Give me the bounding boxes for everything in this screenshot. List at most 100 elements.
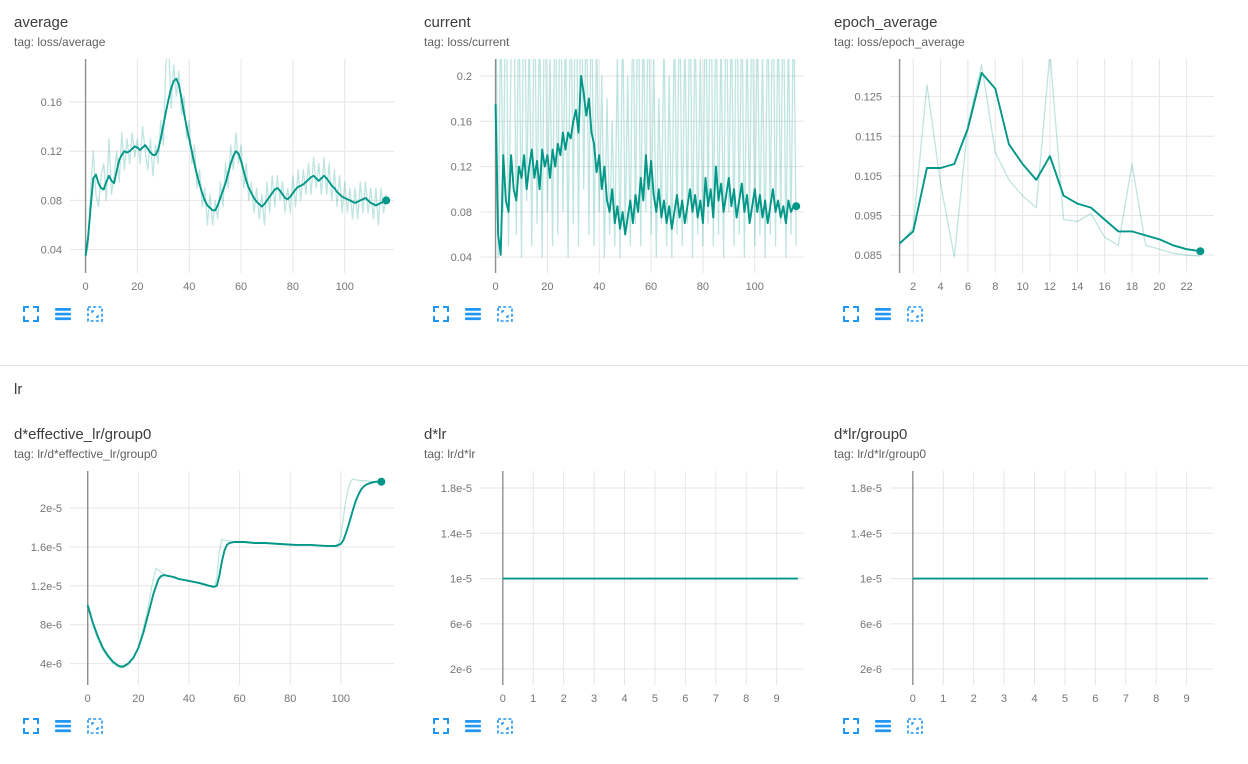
svg-text:16: 16: [1099, 281, 1111, 293]
expand-card-button[interactable]: [840, 303, 862, 325]
fit-domain-button[interactable]: [904, 303, 926, 325]
chart-canvas[interactable]: 2e-6 6e-6 1e-5 1.4e-5 1.8e-5 0 1 2 3 4 5 6 7 8 9: [424, 465, 816, 709]
chart-canvas[interactable]: 0.085 0.095 0.105 0.115 0.125 2 4 6 8 10 12 14 16 18 2…: [834, 53, 1226, 297]
lines-icon: [875, 720, 891, 733]
cards-row: d*effective_lr/group0 tag: lr/d*effective…: [0, 412, 1248, 741]
svg-text:0: 0: [492, 281, 498, 293]
svg-text:0: 0: [910, 693, 916, 705]
fit-domain-icon: [87, 718, 103, 734]
data-table-button[interactable]: [462, 303, 484, 325]
fit-domain-button[interactable]: [84, 303, 106, 325]
axis-tick-labels: 2e-6 6e-6 1e-5 1.4e-5 1.8e-5 0 1 2 3 4 5 6 7 8 9: [441, 483, 780, 705]
expand-card-button[interactable]: [430, 715, 452, 737]
svg-text:1.8e-5: 1.8e-5: [851, 483, 882, 495]
svg-text:100: 100: [332, 693, 350, 705]
svg-text:0.2: 0.2: [457, 71, 472, 83]
svg-text:2e-6: 2e-6: [860, 664, 882, 676]
axis-tick-labels: 4e-6 8e-6 1.2e-5 1.6e-5 2e-5 0 20 40 60 80 100: [31, 503, 350, 705]
svg-text:0.095: 0.095: [854, 211, 882, 223]
chart-canvas[interactable]: 2e-6 6e-6 1e-5 1.4e-5 1.8e-5 0 1 2 3 4 5 6 7 8 9: [834, 465, 1226, 709]
svg-text:2: 2: [910, 281, 916, 293]
svg-text:6: 6: [1092, 693, 1098, 705]
chart-canvas[interactable]: 0.04 0.08 0.12 0.16 0 20 40 60 80 100: [14, 53, 406, 297]
series-smoothed: [898, 71, 1201, 253]
series-smoothed: [84, 77, 387, 256]
svg-text:9: 9: [1184, 693, 1190, 705]
scalars-dashboard: average tag: loss/average 0.04 0.08 0.12 0.16…: [0, 0, 1248, 741]
card-footer: [834, 709, 1226, 741]
series-raw: [84, 59, 387, 256]
section-header-lr[interactable]: lr: [14, 381, 23, 398]
svg-text:2: 2: [971, 693, 977, 705]
svg-text:2: 2: [561, 693, 567, 705]
chart-tag: tag: loss/current: [424, 35, 510, 49]
svg-text:6: 6: [682, 693, 688, 705]
svg-text:60: 60: [233, 693, 245, 705]
svg-text:0.12: 0.12: [41, 146, 62, 158]
svg-text:40: 40: [183, 281, 195, 293]
expand-icon: [433, 718, 449, 734]
axis-tick-labels: 0.085 0.095 0.105 0.115 0.125 2 4 6 8 10 12 14 16 18 2…: [854, 92, 1192, 293]
data-table-button[interactable]: [872, 303, 894, 325]
expand-icon: [843, 718, 859, 734]
chart-tag: tag: lr/d*lr: [424, 447, 476, 461]
svg-text:4e-6: 4e-6: [40, 659, 62, 671]
expand-card-button[interactable]: [840, 715, 862, 737]
expand-card-button[interactable]: [430, 303, 452, 325]
chart-canvas[interactable]: 4e-6 8e-6 1.2e-5 1.6e-5 2e-5 0 20 40 60 80 100: [14, 465, 406, 709]
svg-text:22: 22: [1181, 281, 1193, 293]
lines-icon: [55, 720, 71, 733]
svg-text:0.105: 0.105: [854, 171, 882, 183]
svg-text:0: 0: [85, 693, 91, 705]
svg-text:2e-5: 2e-5: [40, 503, 62, 515]
data-table-button[interactable]: [52, 715, 74, 737]
svg-text:4: 4: [938, 281, 944, 293]
fit-domain-button[interactable]: [84, 715, 106, 737]
data-table-button[interactable]: [52, 303, 74, 325]
fit-domain-button[interactable]: [494, 303, 516, 325]
svg-text:10: 10: [1016, 281, 1028, 293]
svg-text:8e-6: 8e-6: [40, 620, 62, 632]
svg-text:0.085: 0.085: [854, 250, 882, 262]
svg-text:1.4e-5: 1.4e-5: [851, 528, 882, 540]
chart-title: d*lr: [424, 426, 447, 443]
svg-text:0: 0: [500, 693, 506, 705]
svg-text:4: 4: [1031, 693, 1037, 705]
svg-text:0.125: 0.125: [854, 92, 882, 104]
svg-text:1.6e-5: 1.6e-5: [31, 542, 62, 554]
card-footer: [424, 709, 816, 741]
svg-text:20: 20: [131, 281, 143, 293]
data-table-button[interactable]: [872, 715, 894, 737]
svg-text:80: 80: [287, 281, 299, 293]
axis-tick-labels: 0.04 0.08 0.12 0.16 0 20 40 60 80 100: [41, 97, 354, 293]
svg-text:20: 20: [541, 281, 553, 293]
fit-domain-button[interactable]: [904, 715, 926, 737]
lines-icon: [465, 308, 481, 321]
svg-text:8: 8: [743, 693, 749, 705]
series-raw: [899, 59, 1201, 258]
svg-text:60: 60: [235, 281, 247, 293]
svg-text:8: 8: [1153, 693, 1159, 705]
svg-text:7: 7: [1123, 693, 1129, 705]
expand-card-button[interactable]: [20, 715, 42, 737]
svg-text:100: 100: [746, 281, 764, 293]
chart-canvas[interactable]: 0.04 0.08 0.12 0.16 0.2 0 20 40 60 80 100: [424, 53, 816, 297]
last-value-dot: [377, 477, 386, 486]
fit-domain-icon: [907, 718, 923, 734]
series-smoothed: [494, 75, 797, 256]
svg-text:60: 60: [645, 281, 657, 293]
svg-text:7: 7: [713, 693, 719, 705]
gridlines: [890, 59, 1214, 273]
last-value-dot: [382, 196, 391, 205]
svg-text:0: 0: [82, 281, 88, 293]
series-smoothed: [86, 480, 382, 668]
data-table-button[interactable]: [462, 715, 484, 737]
expand-card-button[interactable]: [20, 303, 42, 325]
svg-text:1.4e-5: 1.4e-5: [441, 528, 472, 540]
series-raw: [87, 478, 382, 669]
cards-row: average tag: loss/average 0.04 0.08 0.12 0.16…: [0, 0, 1248, 329]
svg-text:20: 20: [1153, 281, 1165, 293]
svg-text:6e-6: 6e-6: [860, 619, 882, 631]
svg-text:0.08: 0.08: [451, 207, 472, 219]
fit-domain-button[interactable]: [494, 715, 516, 737]
